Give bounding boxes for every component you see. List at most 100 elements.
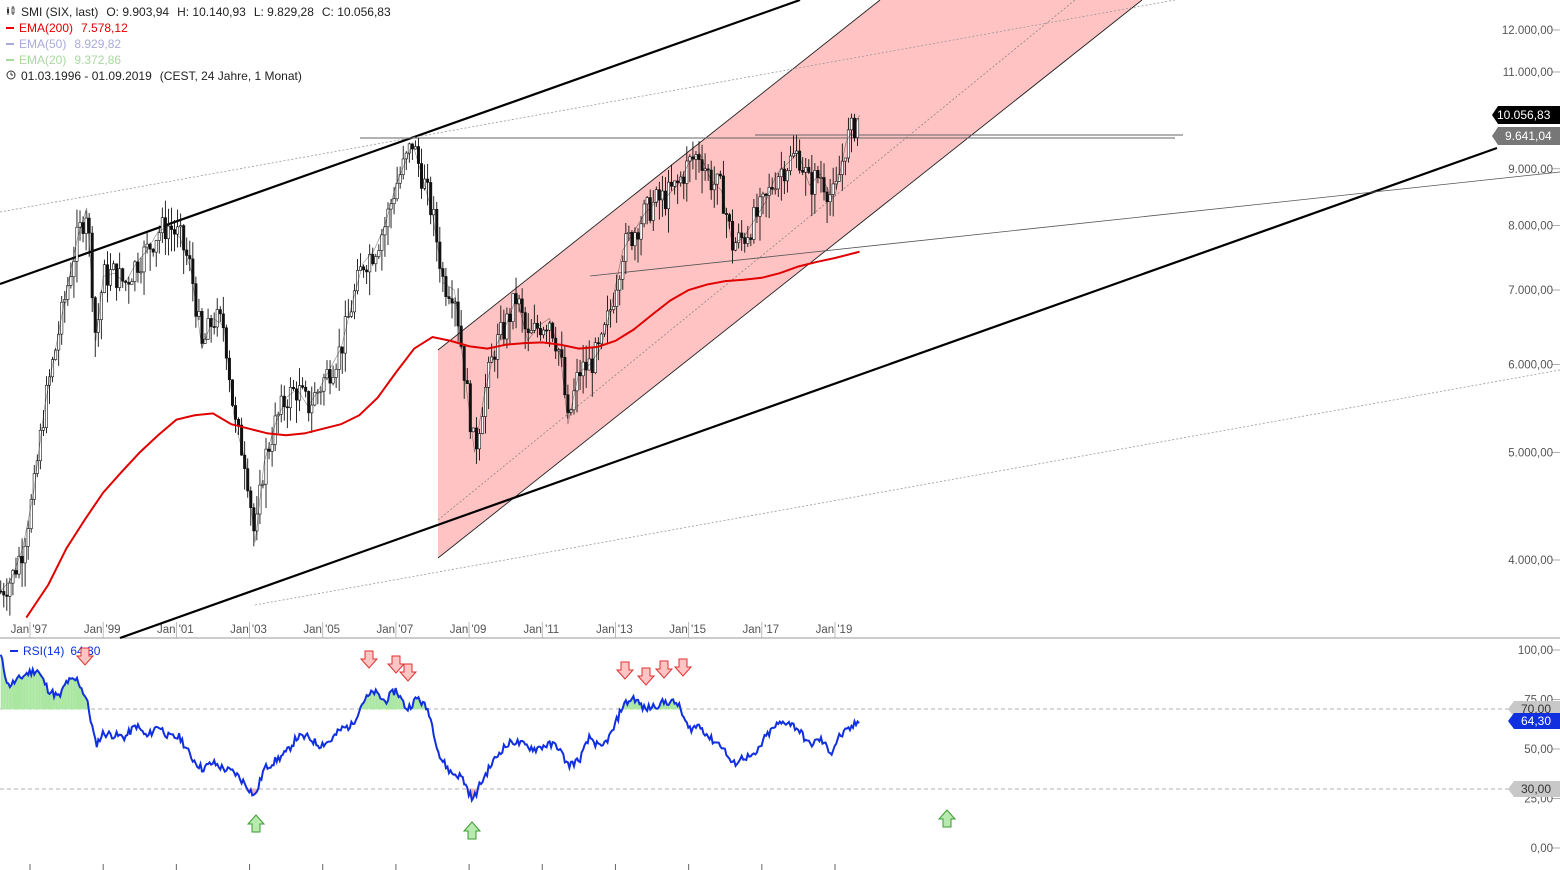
ema20-label: EMA(20) bbox=[19, 53, 67, 67]
price-y-tick-label: 11.000,00 bbox=[1503, 67, 1553, 79]
price-candle-body bbox=[670, 181, 674, 187]
price-candle-body bbox=[413, 146, 417, 150]
price-candle-body bbox=[20, 555, 24, 564]
rsi-overbought-fill bbox=[66, 680, 68, 710]
price-x-tick-label: Jan '07 bbox=[377, 624, 414, 636]
legend-ema50-row[interactable]: EMA(50) 8.929,82 bbox=[6, 36, 391, 52]
rsi-overbought-fill bbox=[43, 678, 45, 710]
price-candle-body bbox=[227, 357, 231, 381]
rsi-overbought-fill bbox=[31, 669, 33, 710]
price-candle-body bbox=[267, 448, 271, 452]
buy-arrow-icon bbox=[462, 821, 482, 840]
price-candle-body bbox=[291, 387, 295, 390]
price-candle-body bbox=[682, 176, 686, 184]
legend-symbol-row: SMI (SIX, last) O: 9.903,94 H: 10.140,93… bbox=[6, 4, 391, 20]
price-candle-body bbox=[151, 248, 155, 253]
price-y-tick-label: 8.000,00 bbox=[1508, 221, 1553, 233]
rsi-overbought-fill bbox=[72, 678, 74, 710]
price-candle-body bbox=[755, 207, 759, 217]
rsi-overbought-fill bbox=[26, 672, 29, 710]
price-candle-body bbox=[566, 394, 570, 413]
high-value: 10.140,93 bbox=[192, 5, 246, 19]
price-candle-body bbox=[764, 193, 768, 196]
price-candle-body bbox=[429, 182, 433, 216]
price-candle-body bbox=[560, 349, 564, 358]
price-x-tick-label: Jan '99 bbox=[84, 624, 121, 636]
rsi-series-layer bbox=[0, 654, 860, 804]
rsi-swatch bbox=[10, 650, 18, 652]
price-candle-body bbox=[706, 168, 710, 171]
price-candle-body bbox=[392, 198, 396, 205]
rsi-overbought-fill bbox=[23, 675, 26, 710]
price-candle-body bbox=[639, 223, 643, 240]
support-trend-line bbox=[589, 171, 1560, 277]
price-candle-body bbox=[139, 271, 143, 274]
price-candle-body bbox=[505, 313, 509, 340]
rsi-overbought-fill bbox=[19, 675, 21, 710]
rsi-overbought-fill bbox=[49, 692, 52, 710]
price-candle-body bbox=[578, 372, 582, 377]
price-candle-body bbox=[44, 384, 48, 428]
price-candle-body bbox=[776, 176, 780, 190]
price-candle-body bbox=[295, 388, 299, 401]
ema50-label: EMA(50) bbox=[19, 37, 67, 51]
price-candle-body bbox=[17, 555, 21, 575]
rsi-overbought-fill bbox=[67, 678, 70, 710]
price-candle-body bbox=[374, 256, 378, 265]
rsi-overbought-fill bbox=[8, 683, 10, 710]
price-candle-body bbox=[51, 359, 55, 378]
price-candle-body bbox=[319, 390, 323, 393]
rsi-overbought-fill bbox=[64, 680, 67, 710]
price-candle-body bbox=[5, 594, 9, 597]
price-candle-body bbox=[203, 338, 207, 344]
price-candle-body bbox=[307, 391, 311, 414]
price-candle-body bbox=[758, 196, 762, 217]
price-candle-body bbox=[337, 346, 341, 370]
rsi-overbought-fill bbox=[40, 674, 42, 710]
close-label: C: bbox=[321, 5, 334, 19]
chart-legend: SMI (SIX, last) O: 9.903,94 H: 10.140,93… bbox=[6, 4, 391, 84]
price-y-tick-label: 12.000,00 bbox=[1502, 25, 1553, 37]
price-candle-body bbox=[240, 424, 244, 456]
price-candle-body bbox=[688, 156, 692, 162]
price-candle-body bbox=[752, 207, 756, 240]
price-x-tick-label: Jan '97 bbox=[11, 624, 48, 636]
dotted-upper-parallel bbox=[0, 0, 1176, 213]
price-candle-body bbox=[279, 395, 283, 415]
sell-arrow-icon bbox=[75, 647, 95, 666]
price-candle-body bbox=[621, 261, 625, 280]
legend-ema20-row[interactable]: EMA(20) 9.372,86 bbox=[6, 52, 391, 68]
price-candle-body bbox=[346, 316, 350, 318]
rsi-lower-tag: 30,00 bbox=[1508, 781, 1560, 797]
price-candle-body bbox=[532, 323, 536, 331]
price-candle-body bbox=[398, 174, 402, 184]
price-candle-body bbox=[264, 448, 268, 485]
ema200-line bbox=[25, 250, 860, 619]
price-candle-body bbox=[477, 433, 481, 450]
price-candle-body bbox=[502, 322, 506, 340]
rsi-overbought-fill bbox=[14, 680, 16, 710]
price-candle-body bbox=[663, 190, 667, 210]
legend-ema200-row[interactable]: EMA(200) 7.578,12 bbox=[6, 20, 391, 36]
price-candle-body bbox=[633, 232, 637, 247]
price-candle-body bbox=[252, 507, 256, 532]
price-candle-body bbox=[481, 416, 485, 434]
price-candle-body bbox=[529, 330, 533, 334]
price-candle-body bbox=[642, 203, 646, 225]
price-candle-body bbox=[810, 172, 814, 195]
buy-arrow-icon bbox=[937, 809, 957, 828]
price-candle-body bbox=[285, 406, 289, 409]
price-candle-body bbox=[645, 197, 649, 205]
price-candle-body bbox=[606, 310, 610, 325]
lower-trend-line bbox=[119, 146, 1498, 640]
rsi-overbought-fill bbox=[29, 670, 32, 710]
price-candle-body bbox=[630, 232, 634, 247]
price-candle-body bbox=[234, 405, 238, 420]
price-candle-body bbox=[816, 170, 820, 179]
price-candle-body bbox=[81, 222, 85, 234]
price-candle-body bbox=[8, 582, 12, 597]
rsi-overbought-fill bbox=[5, 677, 7, 710]
rsi-line bbox=[0, 654, 860, 804]
